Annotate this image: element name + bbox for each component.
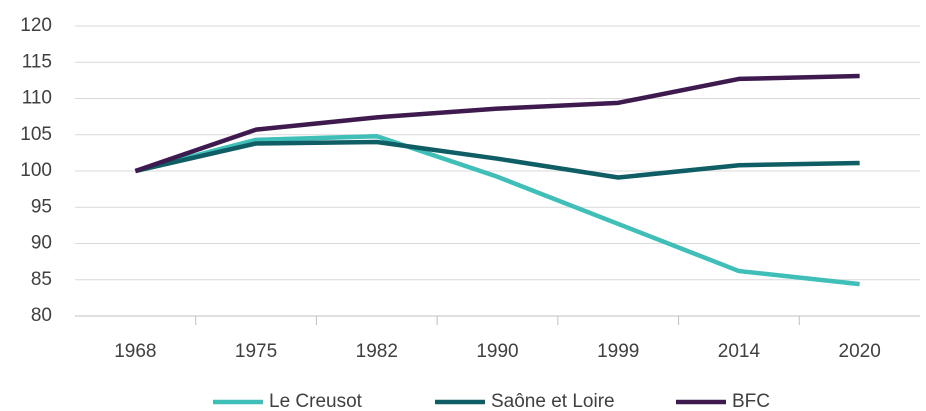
y-tick-label: 100 <box>20 160 52 181</box>
x-tick-label: 2020 <box>839 341 881 362</box>
x-tick-label: 1975 <box>235 341 277 362</box>
y-tick-label: 105 <box>20 124 52 145</box>
line <box>134 139 860 180</box>
x-tick-label: 1968 <box>114 341 156 362</box>
legend-label: Le Creusot <box>269 391 363 411</box>
x-tick-label: 1982 <box>356 341 398 362</box>
y-tick-label: 90 <box>31 233 52 254</box>
line <box>134 133 860 287</box>
y-tick-label: 120 <box>20 15 52 36</box>
legend-label: BFC <box>732 391 770 411</box>
line <box>134 73 860 174</box>
x-tick-label: 1999 <box>597 341 639 362</box>
y-tick-label: 95 <box>31 196 52 217</box>
y-tick-label: 110 <box>22 88 52 109</box>
x-tick-label: 1990 <box>476 341 518 362</box>
y-tick-label: 85 <box>31 269 52 290</box>
x-tick-label: 2014 <box>718 341 761 362</box>
y-tick-label: 80 <box>31 305 52 326</box>
legend-label: Saône et Loire <box>491 391 615 411</box>
y-tick-label: 115 <box>22 51 52 72</box>
